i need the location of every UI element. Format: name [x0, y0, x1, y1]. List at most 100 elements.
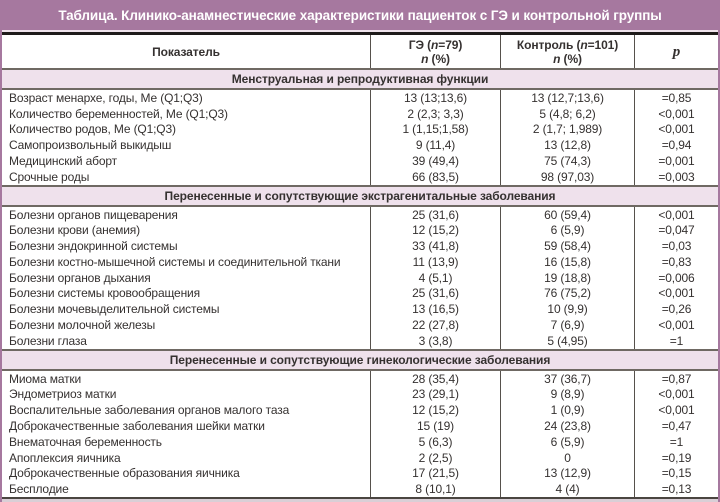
indicator-cell: Доброкачественные заболевания шейки матк…: [2, 418, 371, 434]
control-cell: 76 (75,2): [501, 285, 635, 302]
indicator-cell: Внематочная беременность: [2, 433, 371, 450]
section-header: Перенесенные и сопутствующие экстрагенит…: [2, 184, 718, 207]
control-cell: 0: [501, 449, 635, 466]
p-cell: =0,83: [661, 254, 692, 269]
column-header-p-value: p: [672, 43, 681, 60]
control-cell: 6 (5,9): [501, 222, 635, 239]
table-row: Внематочная беременность 5 (6,3) 6 (5,9) =1: [2, 433, 718, 450]
control-cell: 16 (15,8): [501, 254, 635, 270]
ge-cell: 8 (10,1): [371, 481, 501, 497]
table-row: Эндометриоз матки 23 (29,1) 9 (8,9) <0,001: [2, 386, 718, 403]
p-cell: <0,001: [658, 286, 695, 301]
ge-cell: 66 (83,5): [371, 168, 501, 185]
control-cell: 13 (12,8): [501, 137, 635, 154]
table-title: Таблица. Клинико-анамнестические характе…: [2, 0, 718, 30]
indicator-cell: Воспалительные заболевания органов малог…: [2, 402, 371, 419]
ge-cell: 3 (3,8): [371, 332, 501, 349]
ge-cell: 22 (27,8): [371, 317, 501, 333]
p-cell: <0,001: [658, 403, 695, 418]
indicator-cell: Болезни костно-мышечной системы и соедин…: [2, 254, 371, 270]
control-cell: 7 (6,9): [501, 317, 635, 333]
control-cell: 9 (8,9): [501, 386, 635, 403]
p-cell: <0,001: [658, 207, 695, 222]
control-cell: 98 (97,03): [501, 168, 635, 185]
control-group-label: Контроль (n=101): [516, 37, 619, 52]
ge-cell: 28 (35,4): [371, 370, 501, 387]
indicator-cell: Болезни органов пищеварения: [2, 206, 371, 223]
indicator-cell: Количество родов, Ме (Q1;Q3): [2, 121, 371, 138]
ge-group-sublabel: n (%): [421, 51, 450, 66]
ge-cell: 33 (41,8): [371, 238, 501, 255]
control-cell: 5 (4,8; 6,2): [501, 105, 635, 122]
p-cell: =0,85: [661, 90, 692, 105]
section-header: Перенесенные и сопутствующие гинекологич…: [2, 348, 718, 371]
p-cell: <0,001: [658, 318, 695, 333]
table-row: Доброкачественные образования яичника 17 …: [2, 465, 718, 482]
p-cell: =0,001: [658, 154, 695, 169]
indicator-cell: Болезни мочевыделительной системы: [2, 301, 371, 318]
ge-cell: 2 (2,3; 3,3): [371, 105, 501, 122]
ge-cell: 15 (19): [371, 418, 501, 434]
ge-cell: 5 (6,3): [371, 433, 501, 450]
ge-cell: 1 (1,15;1,58): [371, 121, 501, 138]
ge-cell: 25 (31,6): [371, 206, 501, 223]
indicator-cell: Возраст менархе, годы, Ме (Q1;Q3): [2, 90, 371, 106]
p-cell: =0,003: [658, 169, 695, 184]
p-cell: =0,94: [661, 138, 692, 153]
control-cell: 4 (4): [501, 481, 635, 497]
p-cell: =0,13: [661, 482, 692, 497]
indicator-cell: Болезни крови (анемия): [2, 222, 371, 239]
table-row: Болезни эндокринной системы 33 (41,8) 59 (…: [2, 238, 718, 255]
table-row: Болезни крови (анемия) 12 (15,2) 6 (5,9) =0…: [2, 222, 718, 239]
ge-cell: 12 (15,2): [371, 222, 501, 239]
table-row: Медицинский аборт 39 (49,4) 75 (74,3) =0,00…: [2, 153, 718, 169]
ge-cell: 13 (13;13,6): [371, 90, 501, 106]
table-bottom-line: [2, 497, 718, 499]
ge-cell: 2 (2,5): [371, 449, 501, 466]
control-cell: 19 (18,8): [501, 269, 635, 286]
ge-cell: 17 (21,5): [371, 465, 501, 482]
section-header: Менструальная и репродуктивная функции: [2, 68, 718, 90]
p-cell: =0,19: [661, 450, 692, 465]
indicator-cell: Доброкачественные образования яичника: [2, 465, 371, 482]
title-divider-strip: [2, 30, 718, 32]
p-cell: =0,047: [658, 223, 695, 238]
table-body: Менструальная и репродуктивная функции Во…: [2, 68, 718, 497]
ge-cell: 11 (13,9): [371, 254, 501, 270]
control-cell: 2 (1,7; 1,989): [501, 121, 635, 138]
control-cell: 13 (12,7;13,6): [501, 90, 635, 106]
p-cell: =1: [669, 333, 684, 348]
ge-cell: 9 (11,4): [371, 137, 501, 154]
table-row: Болезни глаза 3 (3,8) 5 (4,95) =1: [2, 332, 718, 349]
p-cell: =0,03: [661, 239, 692, 254]
indicator-cell: Болезни системы кровообращения: [2, 285, 371, 302]
indicator-cell: Болезни эндокринной системы: [2, 238, 371, 255]
p-cell: =0,47: [661, 418, 692, 433]
table-row: Болезни органов дыхания 4 (5,1) 19 (18,8) =…: [2, 269, 718, 286]
ge-cell: 23 (29,1): [371, 386, 501, 403]
column-header-indicator: Показатель: [2, 35, 371, 68]
column-header-row: Показатель ГЭ (n=79) n (%) Контроль (n=1…: [2, 35, 718, 68]
p-cell: =0,87: [661, 371, 692, 386]
ge-cell: 13 (16,5): [371, 301, 501, 318]
table-bottom-strip: [2, 499, 718, 502]
control-cell: 24 (23,8): [501, 418, 635, 434]
control-cell: 75 (74,3): [501, 153, 635, 169]
table-row: Количество родов, Ме (Q1;Q3) 1 (1,15;1,58…: [2, 121, 718, 138]
p-cell: <0,001: [658, 122, 695, 137]
table-row: Миома матки 28 (35,4) 37 (36,7) =0,87: [2, 370, 718, 387]
table-row: Возраст менархе, годы, Ме (Q1;Q3) 13 (13;…: [2, 90, 718, 106]
table-row: Болезни мочевыделительной системы 13 (16,…: [2, 301, 718, 318]
column-header-control-group: Контроль (n=101) n (%): [501, 35, 635, 68]
table-row: Бесплодие 8 (10,1) 4 (4) =0,13: [2, 481, 718, 497]
indicator-cell: Миома матки: [2, 370, 371, 387]
indicator-cell: Эндометриоз матки: [2, 386, 371, 403]
ge-group-label: ГЭ (n=79): [408, 37, 463, 52]
table-row: Самопроизвольный выкидыш 9 (11,4) 13 (12,8…: [2, 137, 718, 154]
title-divider-line: [2, 32, 718, 35]
indicator-cell: Медицинский аборт: [2, 153, 371, 169]
indicator-cell: Самопроизвольный выкидыш: [2, 137, 371, 154]
p-cell: <0,001: [658, 106, 695, 121]
table-row: Доброкачественные заболевания шейки матк…: [2, 418, 718, 434]
